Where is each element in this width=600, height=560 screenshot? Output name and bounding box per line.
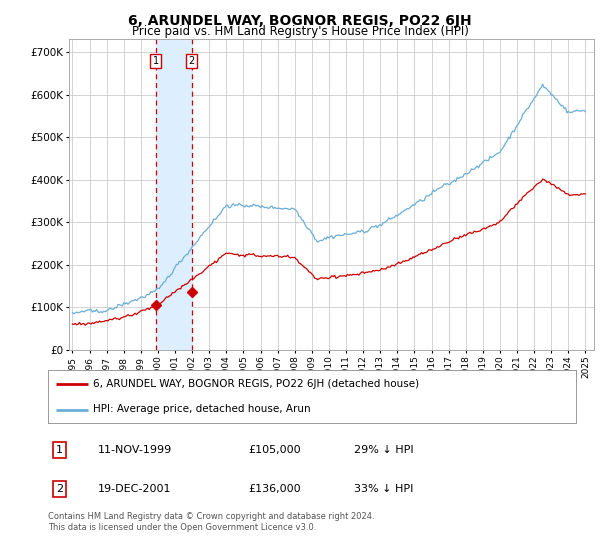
Text: 6, ARUNDEL WAY, BOGNOR REGIS, PO22 6JH (detached house): 6, ARUNDEL WAY, BOGNOR REGIS, PO22 6JH (… (93, 380, 419, 390)
Text: Contains HM Land Registry data © Crown copyright and database right 2024.
This d: Contains HM Land Registry data © Crown c… (48, 512, 374, 532)
Text: HPI: Average price, detached house, Arun: HPI: Average price, detached house, Arun (93, 404, 311, 414)
Text: 2: 2 (188, 56, 195, 66)
Text: 1: 1 (152, 56, 159, 66)
Text: £105,000: £105,000 (248, 445, 301, 455)
Text: Price paid vs. HM Land Registry's House Price Index (HPI): Price paid vs. HM Land Registry's House … (131, 25, 469, 38)
Text: 2: 2 (56, 484, 63, 494)
Text: £136,000: £136,000 (248, 484, 301, 494)
Text: 1: 1 (56, 445, 63, 455)
Text: 6, ARUNDEL WAY, BOGNOR REGIS, PO22 6JH: 6, ARUNDEL WAY, BOGNOR REGIS, PO22 6JH (128, 14, 472, 28)
Text: 19-DEC-2001: 19-DEC-2001 (98, 484, 172, 494)
Text: 11-NOV-1999: 11-NOV-1999 (98, 445, 172, 455)
Text: 29% ↓ HPI: 29% ↓ HPI (354, 445, 414, 455)
Bar (156, 39, 191, 350)
Text: 33% ↓ HPI: 33% ↓ HPI (354, 484, 413, 494)
